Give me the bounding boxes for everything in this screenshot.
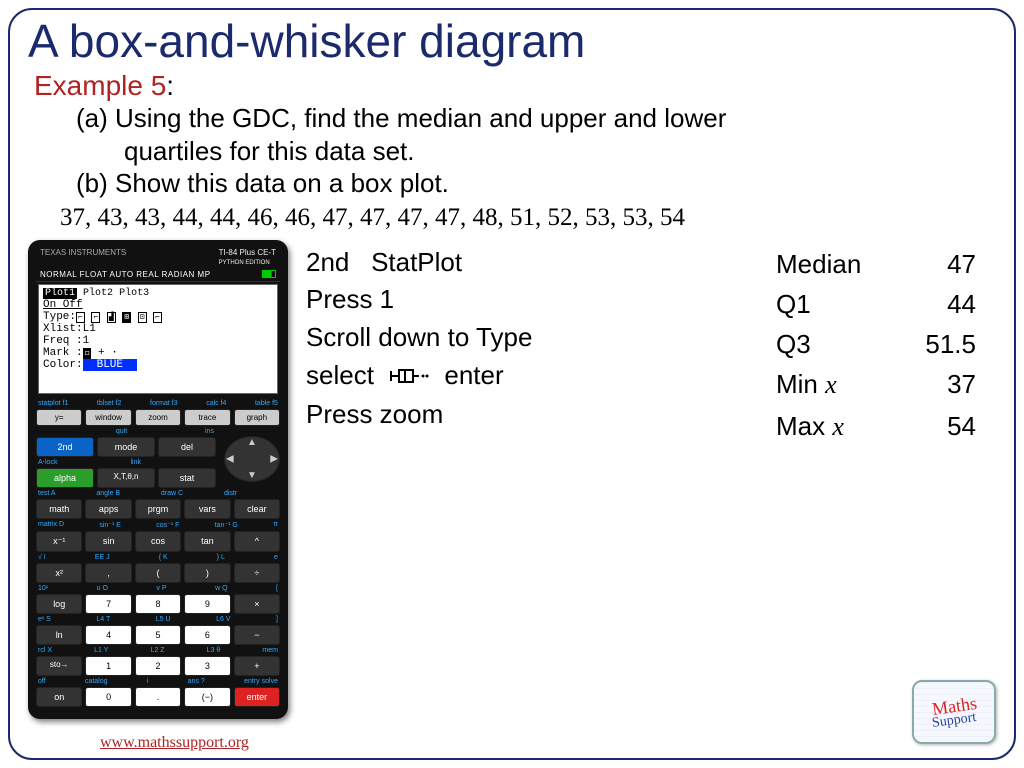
stats-summary: Median 47 Q1 44 Q3 51.5 Min x 37 Max x 5… xyxy=(776,244,996,719)
key-2[interactable]: 2 xyxy=(135,656,181,676)
key-rparen[interactable]: ) xyxy=(184,563,230,583)
stat-max: Max x 54 xyxy=(776,406,996,447)
key-minus[interactable]: − xyxy=(234,625,280,645)
task-a-line1: (a) Using the GDC, find the median and u… xyxy=(76,103,726,133)
key-ln[interactable]: ln xyxy=(36,625,82,645)
key-sto[interactable]: sto→ xyxy=(36,656,82,676)
key-xinv[interactable]: x⁻¹ xyxy=(36,531,82,552)
key-4[interactable]: 4 xyxy=(85,625,131,645)
content-row: TEXAS INSTRUMENTS TI-84 Plus CE-T PYTHON… xyxy=(28,240,996,719)
data-values: 37, 43, 43, 44, 44, 46, 46, 47, 47, 47, … xyxy=(60,204,996,232)
key-x2[interactable]: x² xyxy=(36,563,82,583)
key-neg[interactable]: (−) xyxy=(184,687,230,707)
key-clear[interactable]: clear xyxy=(234,499,280,519)
key-5[interactable]: 5 xyxy=(135,625,181,645)
key-6[interactable]: 6 xyxy=(184,625,230,645)
screen-tabs: Plot1 Plot2 Plot3 xyxy=(43,288,273,299)
tab-plot1: Plot1 xyxy=(43,288,77,299)
instr-line2: Press 1 xyxy=(306,281,758,319)
key-row-top: y= window zoom trace graph xyxy=(36,409,280,426)
key-trace[interactable]: trace xyxy=(184,409,230,426)
key-on[interactable]: on xyxy=(36,687,82,707)
tab-plot2: Plot2 xyxy=(83,288,113,299)
top-cluster: quitins 2nd mode del A-locklink alpha X,… xyxy=(36,428,280,490)
tab-plot3: Plot3 xyxy=(119,288,149,299)
key-stat[interactable]: stat xyxy=(158,468,216,488)
stat-min: Min x 37 xyxy=(776,364,996,405)
dpad-up-icon[interactable]: ▲ xyxy=(247,437,257,448)
key-plus[interactable]: + xyxy=(234,656,280,676)
key-window[interactable]: window xyxy=(85,409,131,426)
key-3[interactable]: 3 xyxy=(184,656,230,676)
key-2nd[interactable]: 2nd xyxy=(36,437,94,457)
key-math[interactable]: math xyxy=(36,499,82,519)
task-a-line2: quartiles for this data set. xyxy=(124,135,996,168)
instructions: 2nd StatPlot Press 1 Scroll down to Type… xyxy=(306,244,758,719)
task-b: (b) Show this data on a box plot. xyxy=(76,167,996,200)
screen-line-on: On Off xyxy=(43,299,273,311)
key-graph[interactable]: graph xyxy=(234,409,280,426)
battery-icon xyxy=(262,270,276,278)
top-fn-labels: statplot f1 tblset f2 format f3 calc f4 … xyxy=(36,400,280,407)
maths-support-logo: Maths Support xyxy=(912,680,996,744)
slide-frame: A box-and-whisker diagram Example 5: (a)… xyxy=(8,8,1016,760)
key-cos[interactable]: cos xyxy=(135,531,181,552)
dpad-right-icon[interactable]: ▶ xyxy=(270,453,278,464)
screen-line-freq: Freq :1 xyxy=(43,335,273,347)
screen-line-color: Color:BLUE xyxy=(43,359,273,371)
key-mult[interactable]: × xyxy=(234,594,280,614)
key-0[interactable]: 0 xyxy=(85,687,131,707)
stat-q1: Q1 44 xyxy=(776,284,996,324)
instr-line4: select enter xyxy=(306,357,758,396)
dpad-down-icon[interactable]: ▼ xyxy=(247,470,257,481)
screen-line-type: Type:⌐ ⌐ ▟ ⊞ ⊡ ⌐ xyxy=(43,311,273,323)
key-xt[interactable]: X,T,θ,n xyxy=(97,468,155,488)
key-tan[interactable]: tan xyxy=(184,531,230,552)
key-y[interactable]: y= xyxy=(36,409,82,426)
key-div[interactable]: ÷ xyxy=(234,563,280,583)
dpad-left-icon[interactable]: ◀ xyxy=(226,453,234,464)
boxplot-icon xyxy=(389,358,429,396)
calculator: TEXAS INSTRUMENTS TI-84 Plus CE-T PYTHON… xyxy=(28,240,288,719)
key-mode[interactable]: mode xyxy=(97,437,155,457)
key-vars[interactable]: vars xyxy=(184,499,230,519)
key-comma[interactable]: , xyxy=(85,563,131,583)
calc-screen: Plot1 Plot2 Plot3 On Off Type:⌐ ⌐ ▟ ⊞ ⊡ … xyxy=(38,284,278,394)
calc-status-bar: NORMAL FLOAT AUTO REAL RADIAN MP xyxy=(36,268,280,282)
key-7[interactable]: 7 xyxy=(85,594,131,614)
task-a: (a) Using the GDC, find the median and u… xyxy=(76,102,996,167)
footer-url[interactable]: www.mathssupport.org xyxy=(100,734,249,752)
key-log[interactable]: log xyxy=(36,594,82,614)
key-zoom[interactable]: zoom xyxy=(135,409,181,426)
instr-line1: 2nd StatPlot xyxy=(306,244,758,282)
key-sin[interactable]: sin xyxy=(85,531,131,552)
example-heading: Example 5: xyxy=(34,70,996,102)
screen-line-xlist: Xlist:L1 xyxy=(43,323,273,335)
instr-line5: Press zoom xyxy=(306,396,758,434)
key-8[interactable]: 8 xyxy=(135,594,181,614)
calc-brand: TEXAS INSTRUMENTS xyxy=(40,248,126,266)
screen-line-mark: Mark :◻ + · xyxy=(43,347,273,359)
calc-header: TEXAS INSTRUMENTS TI-84 Plus CE-T PYTHON… xyxy=(36,246,280,268)
key-9[interactable]: 9 xyxy=(184,594,230,614)
calc-status: NORMAL FLOAT AUTO REAL RADIAN MP xyxy=(40,270,211,279)
key-apps[interactable]: apps xyxy=(85,499,131,519)
stat-q3: Q3 51.5 xyxy=(776,324,996,364)
calc-model: TI-84 Plus CE-T PYTHON EDITION xyxy=(219,248,276,266)
dpad[interactable]: ▲ ▼ ◀ ▶ xyxy=(224,436,280,482)
key-del[interactable]: del xyxy=(158,437,216,457)
key-enter[interactable]: enter xyxy=(234,687,280,707)
key-lparen[interactable]: ( xyxy=(135,563,181,583)
example-label: Example 5 xyxy=(34,70,166,101)
key-prgm[interactable]: prgm xyxy=(135,499,181,519)
page-title: A box-and-whisker diagram xyxy=(28,14,996,68)
instr-line3: Scroll down to Type xyxy=(306,319,758,357)
key-1[interactable]: 1 xyxy=(85,656,131,676)
key-dot[interactable]: . xyxy=(135,687,181,707)
stat-median: Median 47 xyxy=(776,244,996,284)
key-alpha[interactable]: alpha xyxy=(36,468,94,488)
key-pow[interactable]: ^ xyxy=(234,531,280,552)
